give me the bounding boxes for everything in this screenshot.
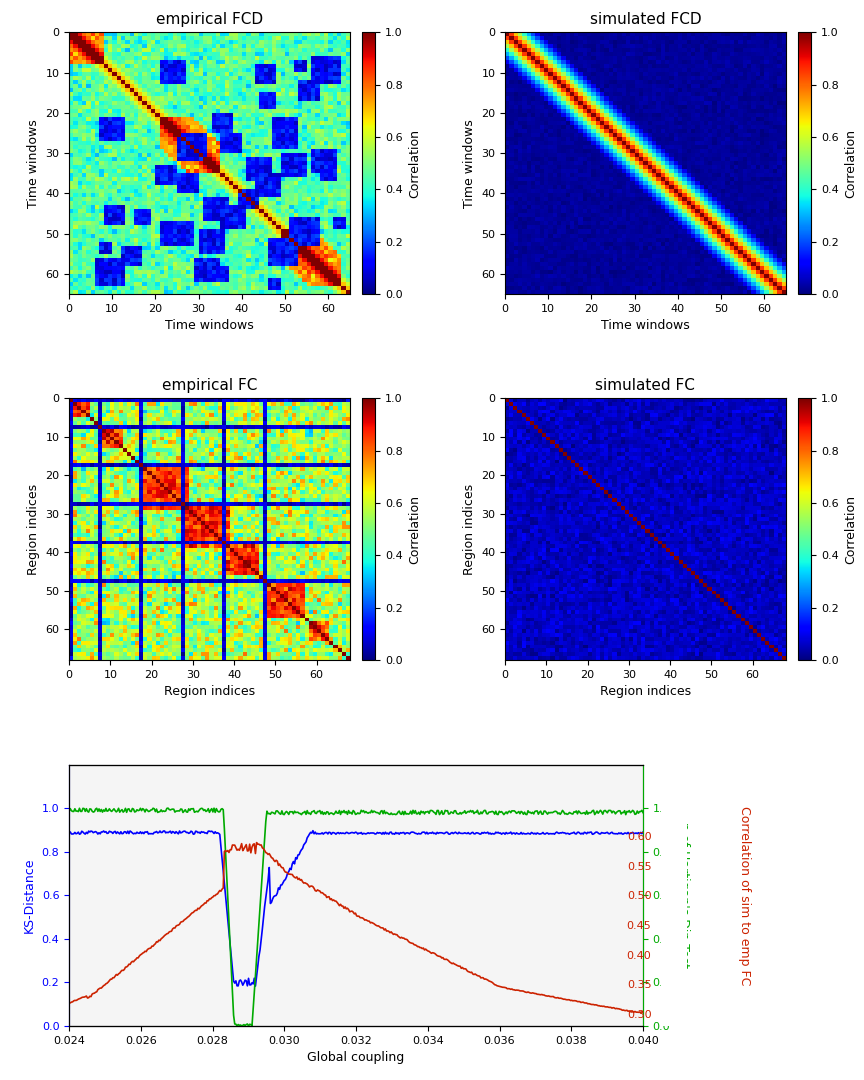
Y-axis label: Time windows: Time windows — [27, 119, 40, 207]
Text: Correlation of sim to emp FC: Correlation of sim to emp FC — [738, 806, 751, 985]
Y-axis label: Correlation: Correlation — [844, 129, 857, 198]
Y-axis label: Region indices: Region indices — [27, 484, 40, 575]
Y-axis label: Correlation: Correlation — [844, 495, 857, 564]
Title: simulated FCD: simulated FCD — [589, 12, 702, 27]
Y-axis label: Correlation: Correlation — [408, 495, 421, 564]
Title: simulated FC: simulated FC — [595, 378, 696, 393]
Y-axis label: p of Hartigan's Dip Test: p of Hartigan's Dip Test — [677, 822, 690, 969]
Title: empirical FC: empirical FC — [162, 378, 257, 393]
X-axis label: Time windows: Time windows — [165, 320, 254, 333]
Y-axis label: KS-Distance: KS-Distance — [23, 858, 36, 933]
X-axis label: Time windows: Time windows — [601, 320, 689, 333]
Y-axis label: Region indices: Region indices — [463, 484, 476, 575]
Title: empirical FCD: empirical FCD — [156, 12, 263, 27]
X-axis label: Region indices: Region indices — [164, 685, 255, 698]
Y-axis label: Time windows: Time windows — [463, 119, 476, 207]
Y-axis label: Correlation: Correlation — [408, 129, 421, 198]
X-axis label: Global coupling: Global coupling — [308, 1051, 404, 1064]
X-axis label: Region indices: Region indices — [600, 685, 691, 698]
